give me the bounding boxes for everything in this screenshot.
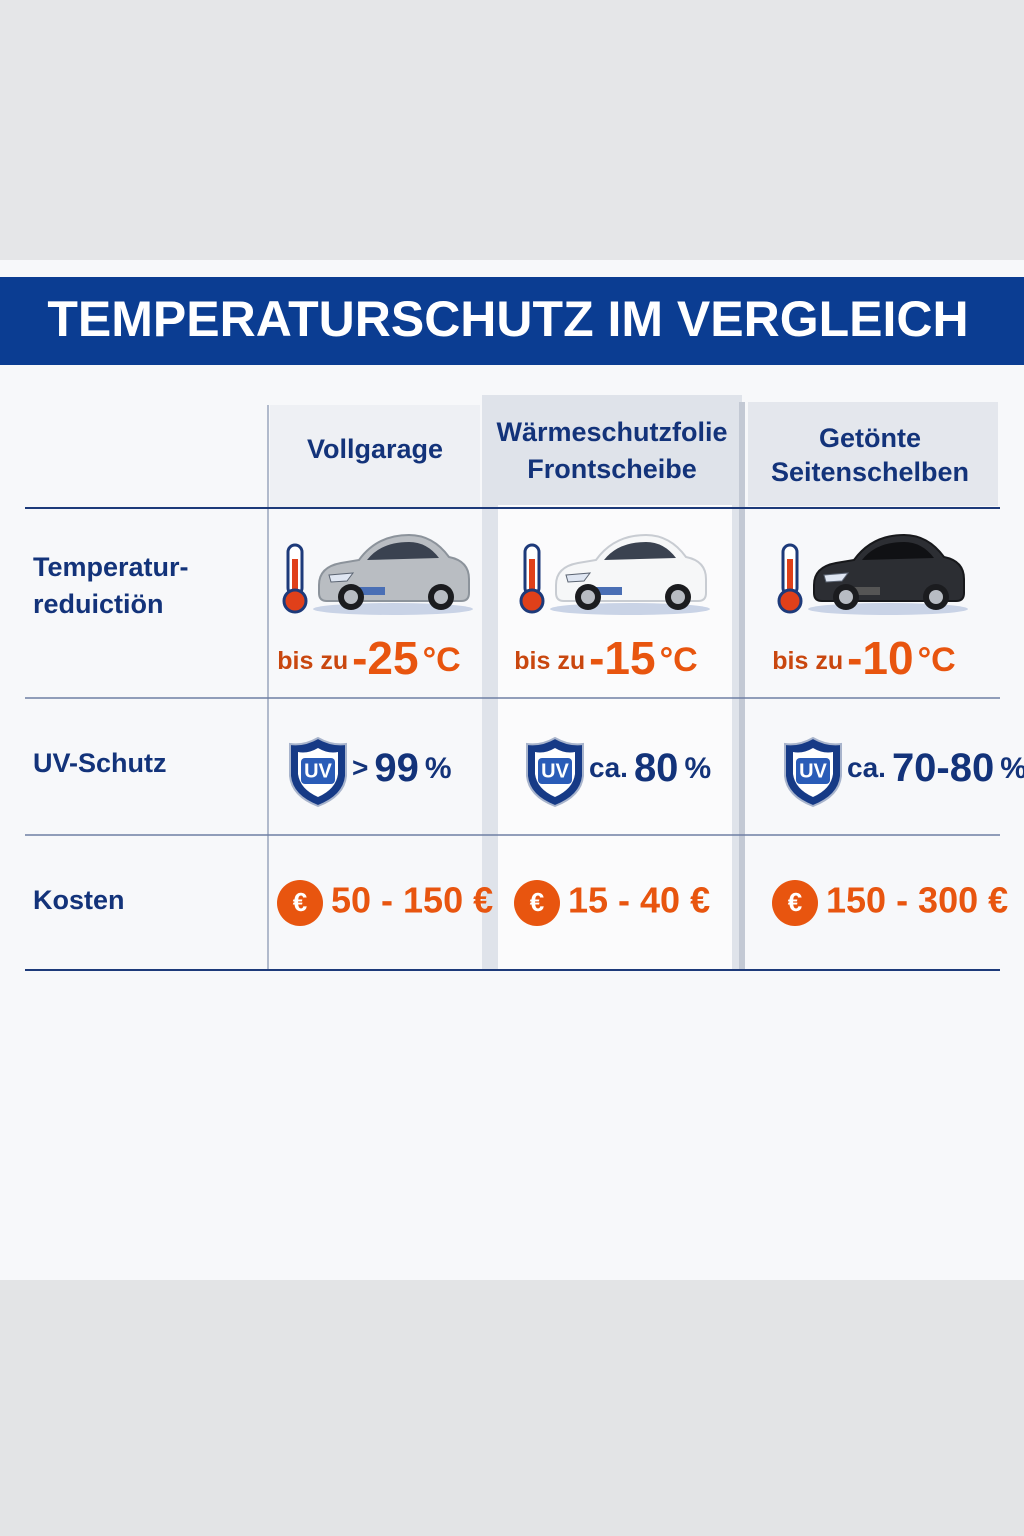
column-header-bg bbox=[270, 405, 480, 507]
row-label: Temperatur- bbox=[33, 552, 189, 582]
temperature-number: -25 bbox=[352, 632, 418, 684]
car-plate bbox=[850, 587, 880, 595]
temperature-unit: °C bbox=[423, 641, 461, 679]
cost-value: 150 - 300 € bbox=[826, 880, 1008, 921]
uv-number: 80 bbox=[634, 746, 679, 790]
car-headlight bbox=[565, 572, 592, 583]
thermometer-bulb bbox=[282, 588, 308, 614]
thermometer bbox=[519, 543, 545, 614]
thermometer-bulb bbox=[519, 588, 545, 614]
thermometer-mercury bbox=[529, 559, 535, 601]
uv-badge: UV bbox=[289, 736, 347, 808]
uv-badge: UV bbox=[784, 736, 842, 808]
car bbox=[550, 533, 710, 615]
temperature-prefix: bis zu bbox=[277, 647, 348, 675]
temperature-value: bis zu-10 °C bbox=[772, 632, 955, 684]
euro-icon: € bbox=[530, 887, 544, 917]
shield-label-bg bbox=[301, 758, 335, 784]
shield-label-bg bbox=[538, 758, 572, 784]
column-header: Wärmeschutzfolie bbox=[496, 417, 727, 447]
column-header: Frontscheibe bbox=[527, 454, 697, 484]
uv-value: >99% bbox=[352, 746, 452, 790]
car-window bbox=[604, 542, 676, 560]
top-band bbox=[0, 0, 1024, 260]
column-header: Getönte bbox=[819, 423, 921, 453]
uv-badge-label: UV bbox=[799, 760, 827, 782]
temperature-number: -15 bbox=[589, 632, 655, 684]
car-rim bbox=[929, 590, 943, 604]
uv-prefix: > bbox=[352, 752, 368, 783]
uv-number: 99 bbox=[374, 746, 419, 790]
car-rim bbox=[581, 590, 595, 604]
thermometer-mercury bbox=[292, 559, 298, 601]
euro-icon-bg bbox=[772, 880, 818, 926]
title: TEMPERATURSCHUTZ IM VERGLEICH bbox=[47, 291, 968, 347]
thermometer bbox=[282, 543, 308, 614]
car bbox=[808, 533, 968, 615]
column-header-bg bbox=[748, 402, 998, 506]
car-rim bbox=[434, 590, 448, 604]
car-rim bbox=[671, 590, 685, 604]
thermometer bbox=[777, 543, 803, 614]
row-label: UV-Schutz bbox=[33, 748, 167, 778]
uv-unit: % bbox=[425, 752, 452, 785]
temperature-value: bis zu-15 °C bbox=[514, 632, 697, 684]
car-plate bbox=[355, 587, 385, 595]
euro-icon-bg bbox=[514, 880, 560, 926]
shield-label-bg bbox=[796, 758, 830, 784]
uv-unit: % bbox=[1000, 752, 1024, 785]
uv-value: ca.70-80% bbox=[847, 746, 1024, 790]
uv-prefix: ca. bbox=[847, 752, 886, 783]
temperature-unit: °C bbox=[918, 641, 956, 679]
cost-value: 50 - 150 € bbox=[331, 880, 493, 921]
column-header: Vollgarage bbox=[307, 434, 443, 464]
car-window bbox=[862, 542, 934, 560]
temperature-prefix: bis zu bbox=[772, 647, 843, 675]
row-label: reduictiön bbox=[33, 589, 164, 619]
car-headlight bbox=[328, 572, 355, 583]
euro-icon: € bbox=[788, 887, 802, 917]
uv-unit: % bbox=[684, 752, 711, 785]
column-header: Seitenschelben bbox=[771, 457, 969, 487]
temperature-number: -10 bbox=[847, 632, 913, 684]
car-rim bbox=[344, 590, 358, 604]
temperature-prefix: bis zu bbox=[514, 647, 585, 675]
title-bar bbox=[0, 277, 1024, 365]
thermometer-mercury bbox=[787, 559, 793, 601]
temperature-unit: °C bbox=[660, 641, 698, 679]
uv-value: ca. 80% bbox=[589, 746, 711, 790]
row-label: Kosten bbox=[33, 885, 125, 915]
car-rim bbox=[839, 590, 853, 604]
car-headlight bbox=[823, 572, 850, 583]
uv-badge-label: UV bbox=[541, 760, 569, 782]
euro-icon: € bbox=[293, 887, 307, 917]
bottom-band bbox=[0, 1280, 1024, 1536]
euro-icon-bg bbox=[277, 880, 323, 926]
thermometer-bulb bbox=[777, 588, 803, 614]
cost-value: 15 - 40 € bbox=[568, 880, 710, 921]
uv-badge: UV bbox=[526, 736, 584, 808]
car-window bbox=[367, 542, 439, 560]
uv-number: 70-80 bbox=[892, 746, 994, 790]
uv-prefix: ca. bbox=[589, 752, 628, 783]
uv-badge-label: UV bbox=[304, 760, 332, 782]
temperature-value: bis zu-25 °C bbox=[277, 632, 460, 684]
car bbox=[313, 533, 473, 615]
car-plate bbox=[592, 587, 622, 595]
